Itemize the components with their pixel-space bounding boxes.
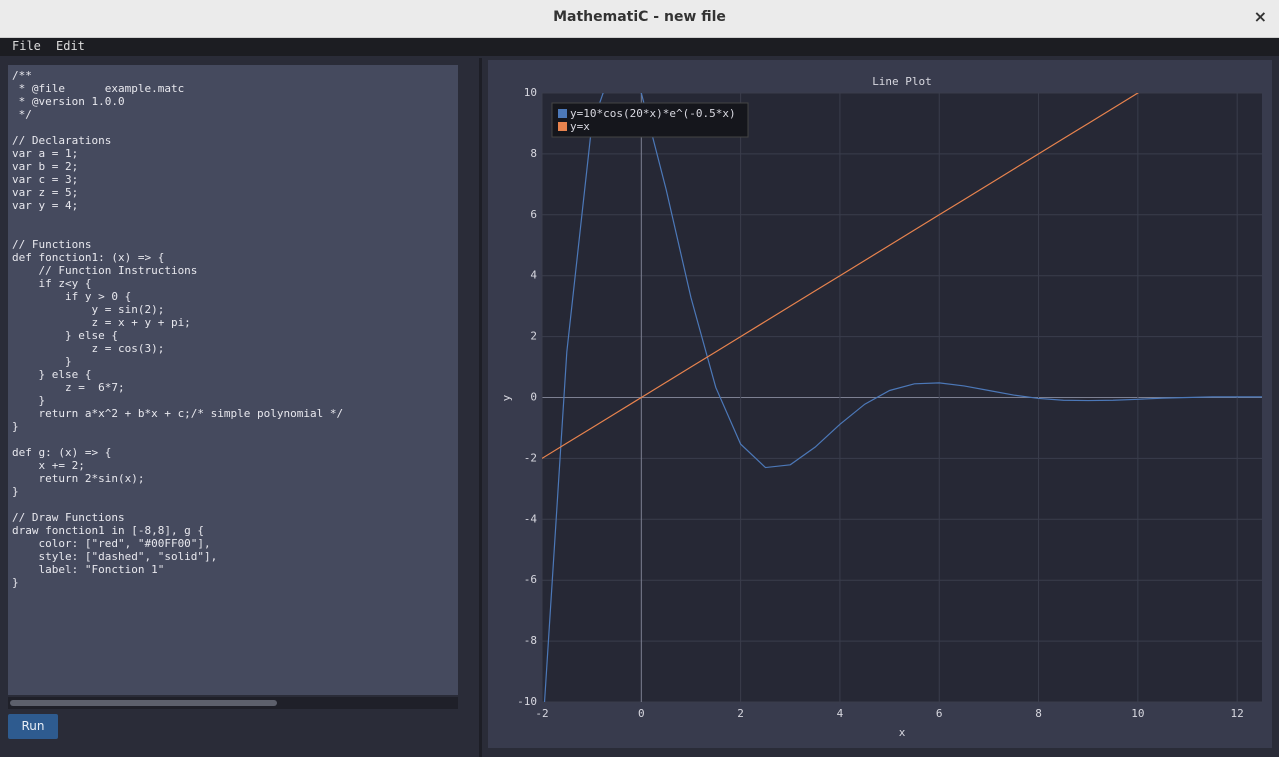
splitter[interactable] bbox=[479, 58, 482, 757]
series-line bbox=[543, 93, 1262, 702]
x-tick-label: 0 bbox=[638, 707, 645, 720]
code-editor[interactable]: /** * @file example.matc * @version 1.0.… bbox=[8, 65, 458, 695]
x-tick-label: 2 bbox=[737, 707, 744, 720]
legend-swatch bbox=[558, 122, 567, 131]
y-tick-label: -10 bbox=[517, 695, 537, 708]
menu-item[interactable]: Edit bbox=[56, 39, 85, 53]
y-tick-label: 8 bbox=[530, 147, 537, 160]
run-button[interactable]: Run bbox=[8, 714, 58, 739]
code-text[interactable]: /** * @file example.matc * @version 1.0.… bbox=[12, 69, 344, 589]
legend-swatch bbox=[558, 109, 567, 118]
x-axis-label: x bbox=[899, 726, 906, 739]
y-axis-label: y bbox=[500, 394, 513, 401]
y-tick-label: 4 bbox=[530, 269, 537, 282]
y-tick-label: 2 bbox=[530, 330, 537, 343]
x-tick-label: 10 bbox=[1131, 707, 1144, 720]
x-tick-label: -2 bbox=[535, 707, 548, 720]
y-tick-label: 6 bbox=[530, 208, 537, 221]
legend-box bbox=[551, 102, 749, 138]
title-bar: MathematiC - new file × bbox=[0, 0, 1279, 38]
y-tick-label: 10 bbox=[524, 86, 537, 99]
x-tick-label: 6 bbox=[936, 707, 943, 720]
menu-item[interactable]: File bbox=[12, 39, 41, 53]
x-tick-label: 12 bbox=[1231, 707, 1244, 720]
menu-bar: File Edit bbox=[0, 38, 1279, 56]
y-tick-label: 0 bbox=[530, 391, 537, 404]
x-tick-label: 8 bbox=[1035, 707, 1042, 720]
x-tick-label: 4 bbox=[837, 707, 844, 720]
legend-label: y=x bbox=[570, 120, 590, 133]
y-tick-label: -6 bbox=[524, 573, 537, 586]
legend: y=10*cos(20*x)*e^(-0.5*x)y=x bbox=[551, 102, 749, 138]
chart-title: Line Plot bbox=[872, 75, 932, 88]
scroll-thumb[interactable] bbox=[10, 700, 277, 706]
scrollbar[interactable] bbox=[8, 697, 458, 709]
y-tick-label: -2 bbox=[524, 451, 537, 464]
close-button[interactable]: × bbox=[1253, 7, 1267, 26]
legend-label: y=10*cos(20*x)*e^(-0.5*x) bbox=[570, 107, 736, 120]
window-title: MathematiC - new file bbox=[553, 9, 726, 25]
series-line bbox=[542, 93, 1140, 459]
y-tick-label: -8 bbox=[524, 634, 537, 647]
y-tick-label: -4 bbox=[524, 512, 538, 525]
